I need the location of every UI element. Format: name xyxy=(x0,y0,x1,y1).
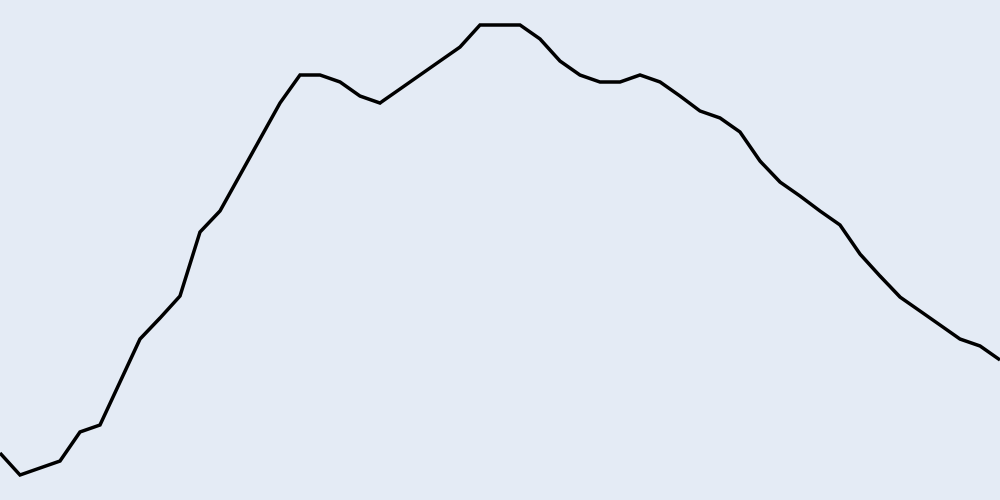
series-layer xyxy=(0,23,1000,478)
series-line-0 xyxy=(0,23,1000,478)
